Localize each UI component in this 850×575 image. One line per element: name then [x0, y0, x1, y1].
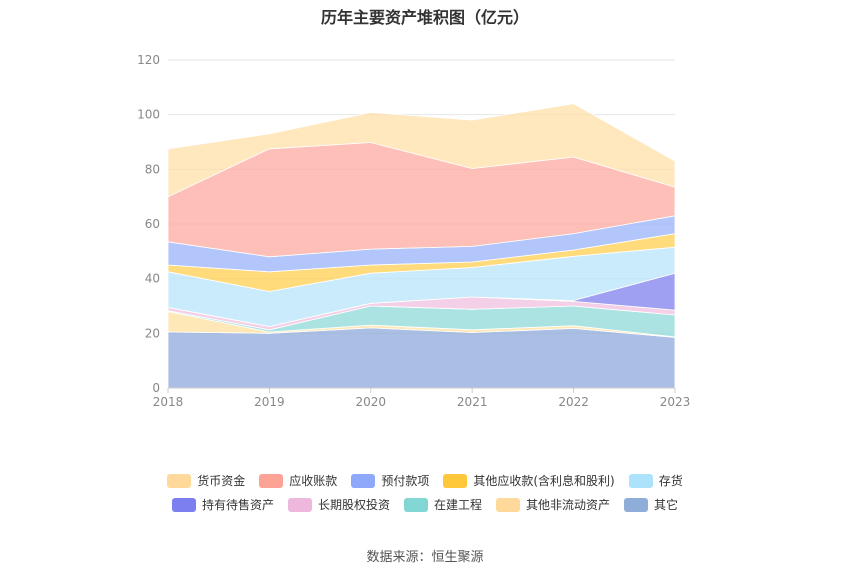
legend-label: 其他非流动资产 [526, 498, 611, 512]
legend-label: 存货 [658, 474, 683, 488]
chart-title: 历年主要资产堆积图（亿元） [320, 8, 529, 27]
legend-item[interactable]: 持有待售资产 [171, 496, 274, 513]
area-货币资金 [167, 103, 676, 198]
legend-swatch [628, 473, 653, 488]
legend-label: 在建工程 [433, 498, 482, 512]
y-tick-label: 40 [145, 272, 160, 286]
source-note: 数据来源：恒生聚源 [366, 550, 484, 565]
legend-item[interactable]: 其他非流动资产 [496, 496, 610, 513]
x-tick-label: 2023 [660, 395, 691, 409]
legend-label: 长期股权投资 [317, 498, 390, 512]
legend-swatch [624, 497, 649, 512]
area-series [167, 103, 676, 389]
legend-label: 其他应收款(含利息和股利) [473, 474, 615, 488]
legend-swatch [443, 473, 468, 488]
y-tick-label: 120 [137, 53, 160, 67]
x-tick-label: 2021 [457, 395, 488, 409]
legend-item[interactable]: 在建工程 [403, 496, 482, 513]
x-axis: 2018 2019 2020 2021 2022 2023 [153, 387, 691, 409]
y-tick-label: 80 [145, 162, 160, 176]
legend-row: 持有待售资产 长期股权投资 在建工程 其他非流动资产 其它 [0, 496, 850, 513]
y-tick-label: 60 [145, 217, 160, 231]
area-其它 [167, 327, 676, 389]
legend-swatch [171, 497, 196, 512]
legend-label: 货币资金 [197, 474, 246, 488]
legend-row: 货币资金 应收账款 预付款项 其他应收款(含利息和股利) 存货 [0, 472, 850, 489]
legend-label: 其它 [654, 498, 679, 512]
x-tick-label: 2022 [558, 395, 589, 409]
legend-item[interactable]: 其他应收款(含利息和股利) [443, 472, 615, 489]
legend: 货币资金 应收账款 预付款项 其他应收款(含利息和股利) 存货 持有待售资产 长期股权投资… [0, 472, 850, 520]
legend-item[interactable]: 长期股权投资 [287, 496, 390, 513]
legend-item[interactable]: 预付款项 [351, 472, 429, 489]
y-axis: 0 20 40 60 80 100 120 [137, 53, 160, 395]
legend-swatch [167, 473, 192, 488]
legend-swatch [403, 497, 428, 512]
legend-swatch [259, 473, 284, 488]
legend-item[interactable]: 其它 [624, 496, 678, 513]
y-tick-label: 20 [145, 326, 160, 340]
x-tick-label: 2020 [356, 395, 387, 409]
y-tick-label: 0 [152, 381, 160, 395]
legend-swatch [287, 497, 312, 512]
legend-swatch [496, 497, 520, 512]
legend-label: 预付款项 [381, 474, 430, 488]
legend-label: 持有待售资产 [201, 498, 274, 512]
x-tick-label: 2018 [153, 395, 184, 409]
legend-item[interactable]: 应收账款 [259, 472, 337, 489]
legend-swatch [351, 473, 376, 488]
y-tick-label: 100 [137, 108, 160, 122]
legend-label: 应收账款 [289, 474, 338, 488]
x-tick-label: 2019 [254, 395, 285, 409]
legend-item[interactable]: 存货 [628, 472, 683, 489]
legend-item[interactable]: 货币资金 [167, 472, 245, 489]
